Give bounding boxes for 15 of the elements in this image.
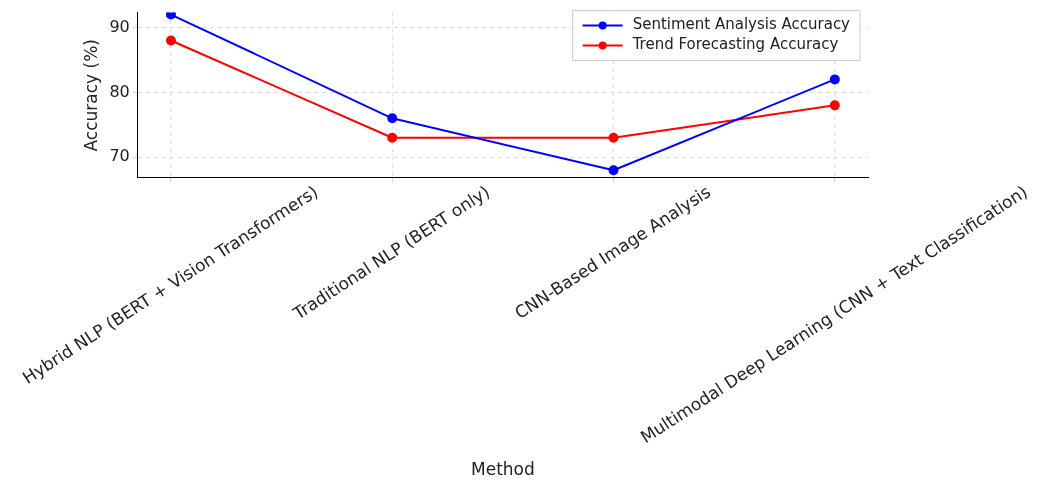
legend-label: Trend Forecasting Accuracy: [631, 35, 839, 54]
point: [387, 132, 398, 143]
point: [829, 100, 840, 111]
point: [165, 12, 176, 20]
y-tick-label: 80: [109, 81, 130, 101]
x-axis-title: Method: [471, 459, 535, 479]
point: [829, 74, 840, 85]
legend-label: Sentiment Analysis Accuracy: [632, 15, 851, 34]
y-tick-label: 90: [109, 16, 130, 36]
y-tick-label: 70: [109, 146, 130, 166]
point: [165, 35, 176, 46]
point: [608, 132, 619, 143]
point: [608, 165, 619, 176]
point: [387, 113, 398, 124]
y-axis-title: Accuracy (%): [80, 39, 101, 152]
